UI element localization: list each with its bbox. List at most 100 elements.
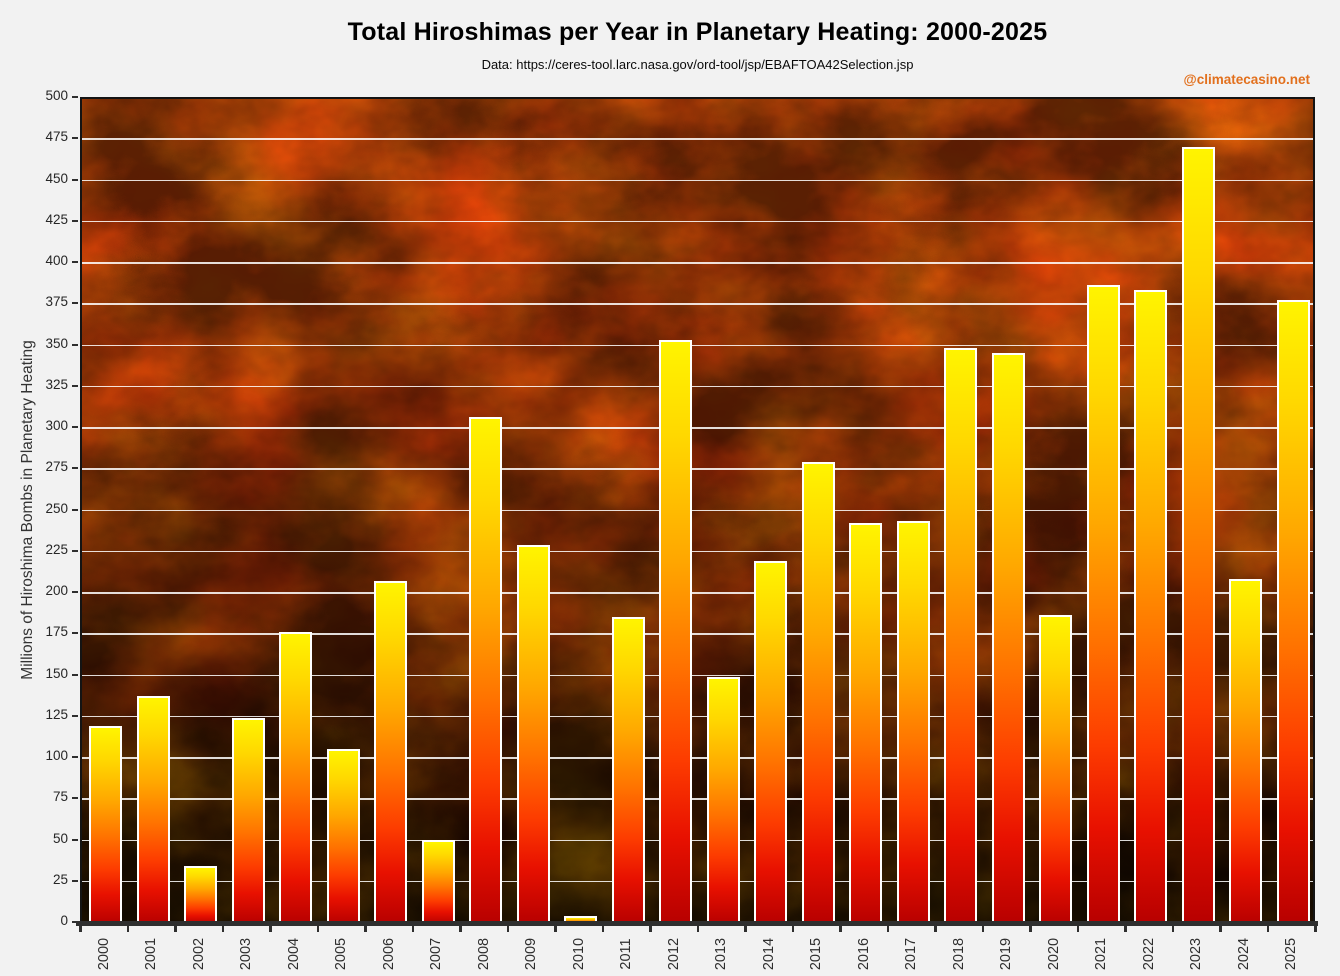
gridline-275 [82,468,1313,470]
y-tick-label-300: 300 [45,418,68,433]
x-tick-label-2020: 2020 [1045,937,1062,971]
chart-title: Total Hiroshimas per Year in Planetary H… [347,18,1048,46]
bar-2022 [1134,290,1168,924]
x-tick-label-2025: 2025 [1283,937,1300,971]
bar-2009 [516,544,550,924]
bar-2018 [944,348,978,924]
bar-2004 [279,631,313,924]
x-tick-mark-15 [791,926,794,932]
x-tick-label-2024: 2024 [1235,937,1252,971]
x-tick-mark-22 [1124,926,1127,932]
x-tick-mark-20 [1029,926,1032,932]
y-tick-label-100: 100 [45,748,68,763]
y-tick-label-150: 150 [45,665,68,681]
y-tick-label-400: 400 [45,253,68,268]
y-tick-mark-50 [72,838,78,841]
x-tick-mark-3 [221,926,224,932]
x-tick-mark-13 [696,926,699,932]
gridline-450 [82,179,1313,181]
bar-2014 [754,561,788,924]
x-tick-mark-19 [981,926,984,932]
y-tick-label-25: 25 [52,871,68,887]
y-tick-mark-150 [72,673,78,676]
y-tick-label-500: 500 [45,88,68,103]
gridline-400 [82,262,1313,264]
bar-2023 [1181,146,1215,924]
y-tick-label-225: 225 [45,541,68,557]
y-tick-mark-25 [72,879,78,882]
y-tick-mark-500 [72,96,78,98]
x-tick-mark-23 [1171,926,1174,932]
gridline-225 [82,550,1313,553]
bar-2008 [469,417,503,924]
y-tick-mark-175 [72,632,78,635]
y-tick-mark-350 [72,343,78,346]
x-tick-mark-14 [744,926,747,932]
y-tick-label-250: 250 [45,500,68,516]
bar-2012 [659,339,693,924]
bar-2016 [849,523,883,924]
gridline-325 [82,385,1313,388]
y-tick-label-50: 50 [52,830,68,846]
x-tick-label-2010: 2010 [570,937,587,971]
gridline-100 [82,757,1313,759]
gridline-125 [82,715,1313,718]
x-tick-label-2006: 2006 [380,937,397,971]
x-tick-label-2012: 2012 [665,937,682,971]
x-tick-label-2014: 2014 [760,937,777,971]
x-tick-mark-7 [411,926,414,932]
x-tick-label-2023: 2023 [1188,937,1205,971]
bar-2017 [896,521,930,924]
y-tick-label-425: 425 [45,211,68,227]
x-tick-label-2019: 2019 [998,937,1015,971]
y-tick-mark-250 [72,508,78,511]
y-tick-label-125: 125 [45,706,68,722]
x-tick-label-2000: 2000 [95,937,112,971]
x-tick-mark-25 [1266,926,1269,932]
bar-2006 [374,580,408,924]
x-tick-label-2015: 2015 [808,937,825,971]
gridline-350 [82,344,1313,346]
x-tick-label-2007: 2007 [428,937,445,971]
y-tick-label-175: 175 [45,624,68,640]
bar-2005 [326,749,360,924]
y-tick-label-325: 325 [45,376,68,392]
y-tick-mark-425 [72,219,78,222]
watermark: @climatecasino.net [1183,72,1310,87]
x-tick-mark-5 [316,926,319,932]
x-tick-label-2009: 2009 [523,937,540,971]
bar-2015 [801,462,835,924]
x-tick-mark-12 [649,926,652,932]
y-tick-mark-225 [72,549,78,552]
x-tick-label-2005: 2005 [333,937,350,971]
y-tick-mark-125 [72,714,78,717]
x-tick-label-2013: 2013 [713,937,730,971]
x-tick-label-2008: 2008 [475,937,492,971]
gridline-250 [82,509,1313,511]
bar-2011 [611,617,645,924]
bar-2002 [184,866,218,924]
gridline-425 [82,220,1313,223]
y-tick-mark-375 [72,302,78,305]
chart-subtitle: Data: https://ceres-tool.larc.nasa.gov/o… [481,57,914,72]
bar-2007 [421,839,455,924]
y-tick-label-75: 75 [52,789,68,805]
x-tick-mark-2 [174,926,177,932]
y-tick-label-0: 0 [60,913,68,928]
x-tick-mark-26 [1314,926,1317,932]
x-tick-mark-11 [601,926,604,932]
gridline-300 [82,427,1313,429]
x-tick-mark-6 [364,926,367,932]
y-tick-label-275: 275 [45,459,68,475]
y-tick-mark-450 [72,178,78,181]
gridline-200 [82,592,1313,594]
x-axis-spine [76,921,1318,926]
gridline-25 [82,880,1313,883]
x-tick-mark-16 [839,926,842,932]
gridline-150 [82,674,1313,676]
gridline-375 [82,303,1313,305]
bar-2019 [991,353,1025,924]
y-tick-mark-200 [72,591,78,593]
x-tick-label-2022: 2022 [1140,937,1157,971]
x-tick-mark-10 [554,926,557,932]
